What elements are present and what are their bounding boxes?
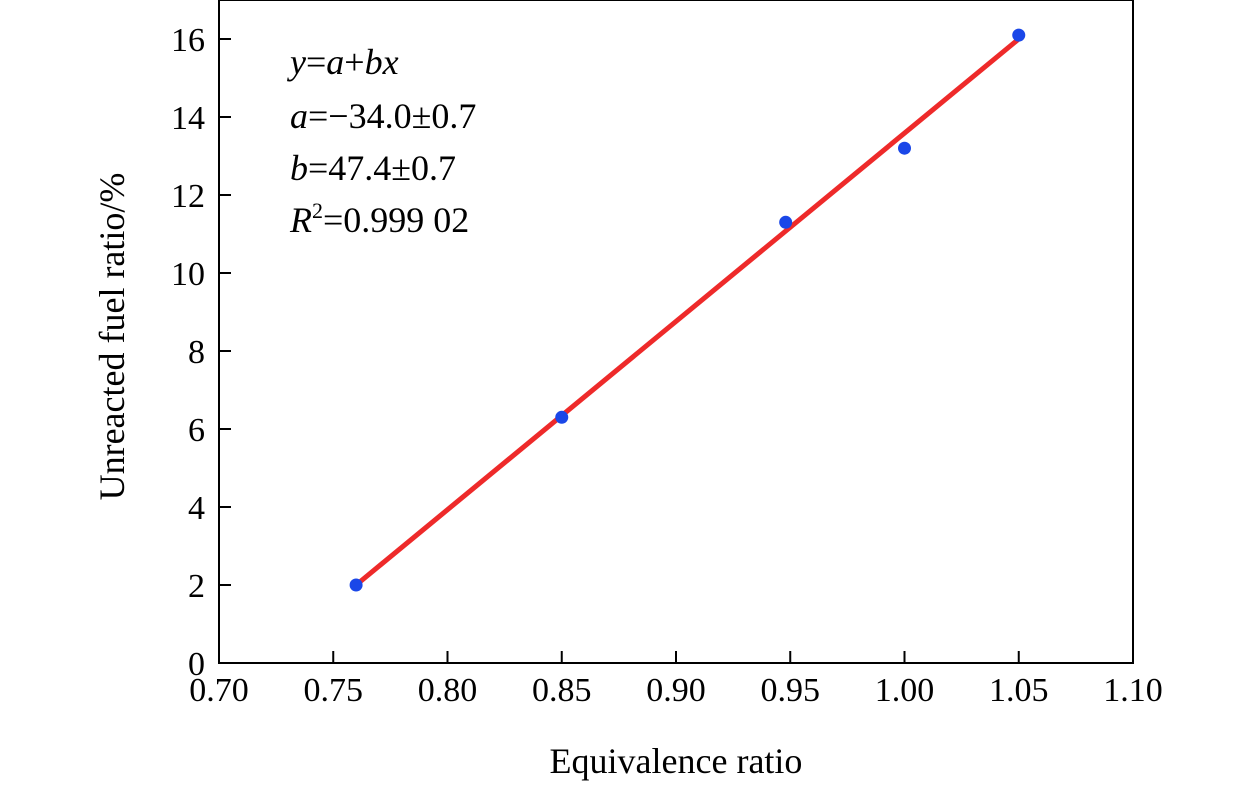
x-tick-label-7: 1.05	[989, 672, 1049, 709]
fit-line-layer	[353, 36, 1022, 588]
y-axis-title: Unreacted fuel ratio/%	[92, 173, 132, 501]
data-point-1	[555, 410, 569, 424]
y-tick-label-7: 14	[171, 100, 205, 137]
x-tick-label-4: 0.90	[646, 672, 706, 709]
fit-equation: y=a+bx	[287, 42, 399, 82]
x-tick-labels: 0.70 0.75 0.80 0.85 0.90 0.95 1.00 1.05 1.10	[189, 672, 1163, 709]
data-point-0	[349, 578, 363, 592]
fit-annotation: y=a+bx a=−34.0±0.7 b=47.4±0.7 R2=0.999 0…	[287, 42, 476, 240]
x-tick-label-6: 1.00	[875, 672, 935, 709]
data-point-2	[779, 215, 793, 229]
fit-param-b: b=47.4±0.7	[290, 148, 456, 188]
x-axis-title: Equivalence ratio	[550, 741, 803, 781]
data-point-4	[1012, 28, 1026, 42]
ticks-layer	[218, 38, 1134, 664]
x-tick-label-2: 0.80	[418, 672, 478, 709]
y-tick-label-1: 2	[188, 568, 205, 605]
y-tick-label-2: 4	[188, 490, 205, 527]
y-tick-label-6: 12	[171, 178, 205, 215]
x-tick-label-1: 0.75	[304, 672, 364, 709]
x-tick-label-0: 0.70	[189, 672, 249, 709]
y-tick-label-0: 0	[188, 646, 205, 683]
fit-line	[353, 36, 1022, 588]
y-tick-label-5: 10	[171, 256, 205, 293]
x-tick-label-8: 1.10	[1103, 672, 1163, 709]
fit-param-a: a=−34.0±0.7	[290, 96, 476, 136]
y-tick-label-4: 8	[188, 334, 205, 371]
data-point-3	[898, 141, 911, 155]
y-tick-label-8: 16	[171, 22, 205, 59]
y-tick-labels: 0 2 4 6 8 10 12 14 16	[171, 22, 205, 683]
y-tick-label-3: 6	[188, 412, 205, 449]
fit-r-squared: R2=0.999 02	[289, 198, 469, 240]
x-tick-label-3: 0.85	[532, 672, 592, 709]
x-tick-label-5: 0.95	[761, 672, 821, 709]
data-points-layer	[349, 28, 1026, 592]
